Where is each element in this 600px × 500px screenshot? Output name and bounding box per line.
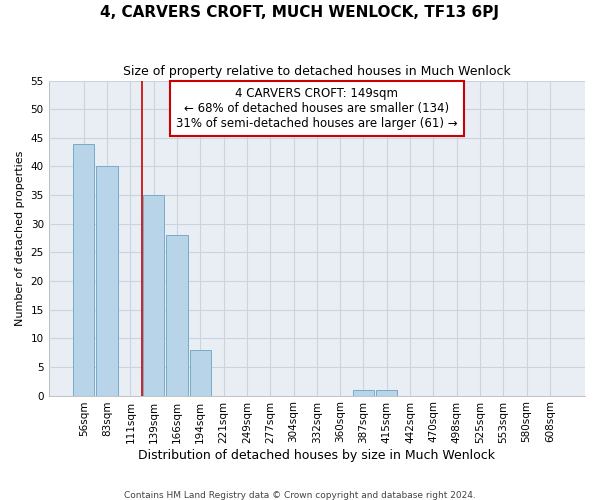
Text: 4, CARVERS CROFT, MUCH WENLOCK, TF13 6PJ: 4, CARVERS CROFT, MUCH WENLOCK, TF13 6PJ: [101, 5, 499, 20]
Bar: [97, 166, 118, 396]
Title: Size of property relative to detached houses in Much Wenlock: Size of property relative to detached ho…: [123, 65, 511, 78]
Bar: [353, 390, 374, 396]
Bar: [376, 390, 397, 396]
Bar: [73, 144, 94, 396]
Bar: [166, 235, 188, 396]
Text: Contains HM Land Registry data © Crown copyright and database right 2024.: Contains HM Land Registry data © Crown c…: [124, 490, 476, 500]
Bar: [143, 195, 164, 396]
X-axis label: Distribution of detached houses by size in Much Wenlock: Distribution of detached houses by size …: [139, 450, 496, 462]
Y-axis label: Number of detached properties: Number of detached properties: [15, 150, 25, 326]
Text: 4 CARVERS CROFT: 149sqm
← 68% of detached houses are smaller (134)
31% of semi-d: 4 CARVERS CROFT: 149sqm ← 68% of detache…: [176, 87, 458, 130]
Bar: [190, 350, 211, 396]
